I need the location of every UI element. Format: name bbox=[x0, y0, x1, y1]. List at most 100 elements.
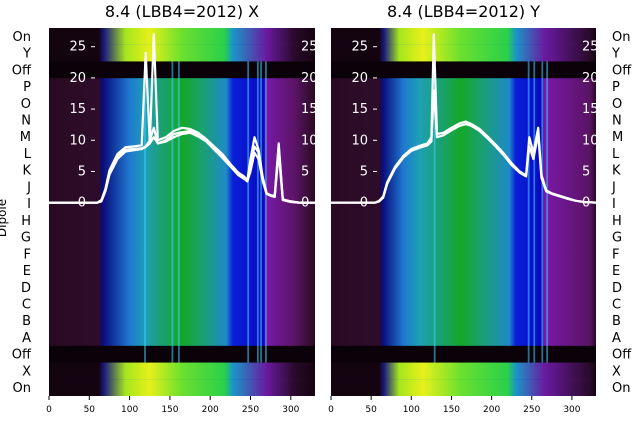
x-tick-label: 100 bbox=[121, 405, 138, 415]
dipole-label-left: On bbox=[13, 381, 31, 396]
x-tick-label: 50 bbox=[84, 405, 96, 415]
dipole-label-right: H bbox=[612, 214, 622, 229]
heatmap-body bbox=[331, 28, 596, 396]
x-tick-label: 50 bbox=[365, 405, 377, 415]
overlay-y-tick-label-right: 5 bbox=[301, 164, 309, 179]
heatmap-off-row bbox=[331, 61, 596, 79]
overlay-y-tick-label-right: 20 bbox=[582, 71, 599, 86]
overlay-y-tick-label-right: 0 bbox=[301, 196, 309, 211]
heatmap-band-row bbox=[49, 362, 315, 380]
dipole-label-right: C bbox=[612, 298, 621, 313]
dipole-label-right: G bbox=[612, 231, 622, 246]
dipole-label-right: On bbox=[612, 381, 630, 396]
heatmap-stripe bbox=[260, 61, 262, 363]
dipole-label-left: J bbox=[26, 180, 31, 195]
heatmap-band-row bbox=[331, 44, 596, 62]
heatmap-stripe bbox=[171, 61, 174, 363]
dipole-label-left: L bbox=[24, 147, 32, 162]
panel-title: 8.4 (LBB4=2012) Y bbox=[387, 2, 540, 21]
dipole-label-right: On bbox=[612, 30, 630, 45]
dipole-label-left: Off bbox=[12, 63, 32, 78]
heatmap-stripe bbox=[177, 61, 180, 363]
overlay-y-tick-label-right: 10 bbox=[301, 133, 318, 148]
heatmap-stripe bbox=[433, 61, 436, 363]
heatmap-stripe bbox=[527, 61, 530, 363]
dipole-label-right: A bbox=[612, 331, 621, 346]
dipole-label-right: M bbox=[612, 130, 623, 145]
dipole-label-right: O bbox=[612, 97, 622, 112]
heatmap-body bbox=[49, 28, 315, 396]
dipole-label-right: N bbox=[612, 114, 622, 129]
x-tick-label: 300 bbox=[282, 405, 299, 415]
dipole-label-left: G bbox=[21, 231, 31, 246]
x-tick-label: 0 bbox=[328, 405, 334, 415]
heatmap-band-row bbox=[49, 28, 315, 45]
x-tick-label: 100 bbox=[403, 405, 420, 415]
dipole-label-left: M bbox=[20, 130, 31, 145]
panel-title: 8.4 (LBB4=2012) X bbox=[105, 2, 259, 21]
dipole-label-left: B bbox=[22, 314, 31, 329]
heatmap-stripe bbox=[546, 61, 549, 363]
overlay-y-tick-label: 10 bbox=[351, 133, 368, 148]
dipole-label-left: F bbox=[24, 247, 31, 262]
overlay-y-tick-label: 15 bbox=[351, 102, 368, 117]
dipole-label-left: Y bbox=[22, 47, 31, 62]
overlay-y-tick-label-right: 5 bbox=[582, 164, 590, 179]
overlay-y-tick-label: 20 bbox=[351, 71, 368, 86]
overlay-y-tick-label-right: 25 bbox=[301, 40, 318, 55]
overlay-series-line bbox=[49, 33, 315, 204]
x-tick-label: 250 bbox=[523, 405, 540, 415]
dipole-label-left: A bbox=[22, 331, 31, 346]
heatmap-stripe bbox=[541, 61, 544, 363]
overlay-y-tick-label-right: 15 bbox=[301, 102, 318, 117]
dipole-label-left: C bbox=[22, 298, 31, 313]
x-tick-label: 300 bbox=[563, 405, 580, 415]
heatmap-stripe bbox=[533, 61, 536, 363]
dipole-label-right: J bbox=[611, 180, 616, 195]
dipole-label-right: I bbox=[612, 197, 616, 212]
overlay-y-tick-label: 0 bbox=[360, 196, 368, 211]
x-tick-label: 200 bbox=[483, 405, 500, 415]
dipole-label-left: O bbox=[21, 97, 31, 112]
overlay-y-tick-label: 25 bbox=[351, 40, 368, 55]
dipole-label-right: P bbox=[612, 80, 620, 95]
overlay-y-tick-label: 0 bbox=[78, 196, 86, 211]
heatmap-stripe bbox=[247, 61, 250, 363]
y-axis-label: Dipole bbox=[0, 199, 9, 237]
overlay-y-tick-label: 5 bbox=[360, 164, 368, 179]
dipole-label-left: I bbox=[27, 197, 31, 212]
dipole-label-right: Y bbox=[611, 47, 620, 62]
overlay-y-tick-label-right: 10 bbox=[582, 133, 599, 148]
dipole-label-right: D bbox=[612, 281, 622, 296]
overlay-y-tick-label: 20 bbox=[69, 71, 86, 86]
dipole-label-right: Off bbox=[612, 63, 632, 78]
x-tick-label: 250 bbox=[242, 405, 259, 415]
dipole-label-right: F bbox=[612, 247, 619, 262]
x-tick-label: 150 bbox=[443, 405, 460, 415]
dipole-label-right: Off bbox=[612, 348, 632, 363]
dipole-label-left: H bbox=[21, 214, 31, 229]
overlay-y-tick-label: 15 bbox=[69, 102, 86, 117]
heatmap-off-row bbox=[49, 345, 315, 363]
dipole-label-right: E bbox=[612, 264, 620, 279]
heatmap-band-row bbox=[331, 362, 596, 380]
x-tick-label: 200 bbox=[202, 405, 219, 415]
overlay-y-tick-label: 25 bbox=[69, 40, 86, 55]
dipole-label-left: On bbox=[13, 30, 31, 45]
dipole-label-left: K bbox=[22, 164, 31, 179]
dipole-label-right: B bbox=[612, 314, 621, 329]
heatmap-stripe bbox=[265, 61, 267, 363]
overlay-y-tick-label-right: 15 bbox=[582, 102, 599, 117]
overlay-y-tick-label: 10 bbox=[69, 133, 86, 148]
x-tick-label: 0 bbox=[46, 405, 52, 415]
heatmap-stripe bbox=[144, 61, 146, 363]
heatmap-off-row bbox=[49, 61, 315, 79]
heatmap-band-row bbox=[331, 379, 596, 396]
overlay-y-tick-label-right: 25 bbox=[582, 40, 599, 55]
dipole-label-right: L bbox=[612, 147, 620, 162]
overlay-y-tick-label-right: 0 bbox=[582, 196, 590, 211]
dipole-label-right: X bbox=[612, 364, 621, 379]
dipole-label-left: D bbox=[21, 281, 31, 296]
overlay-series-line bbox=[331, 33, 597, 204]
